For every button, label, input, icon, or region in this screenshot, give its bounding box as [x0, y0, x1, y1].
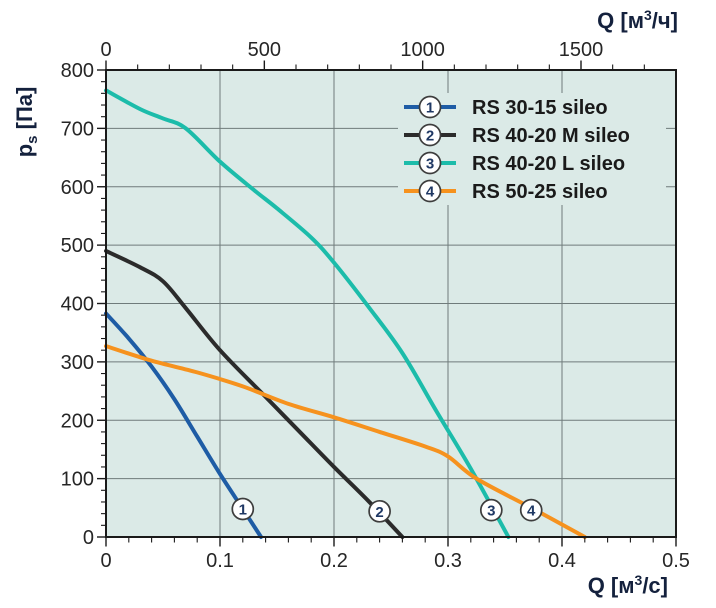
- legend-item-rs-40-20-l-sileo: 3 RS 40-20 L sileo: [404, 151, 625, 175]
- legend-item-rs-40-20-m-sileo: 2 RS 40-20 M sileo: [404, 123, 630, 147]
- x-bottom-tick-label: 0.1: [206, 550, 234, 572]
- curve-rs-50-25-sileo: [104, 344, 587, 539]
- y-axis-label: ps [Па]: [12, 87, 41, 158]
- legend-key-number: 2: [426, 128, 434, 145]
- curve-rs-40-20-l-sileo: [104, 88, 511, 539]
- curve-marker-1-number: 1: [239, 501, 247, 518]
- legend-key-circle: [418, 151, 442, 175]
- y-tick-label: 300: [61, 352, 94, 374]
- legend-label: RS 30-15 sileo: [472, 97, 608, 119]
- legend-key-circle: [418, 123, 442, 147]
- x-bottom-axis-label: Q [м3/с]: [588, 572, 668, 598]
- legend-key-number: 4: [426, 184, 435, 201]
- legend-label: RS 40-20 L sileo: [472, 153, 625, 175]
- y-tick-label: 500: [61, 235, 94, 257]
- y-tick-label: 400: [61, 294, 94, 316]
- curve-marker-4-circle: [519, 498, 543, 522]
- x-bottom-tick-label: 0.5: [662, 550, 690, 572]
- legend: 1 RS 30-15 sileo 2 RS 40-20 M sileo 3 RS 40-2…: [404, 95, 630, 203]
- legend-item-rs-30-15-sileo: 1 RS 30-15 sileo: [404, 95, 608, 119]
- curve-marker-1-circle: [231, 497, 255, 521]
- y-tick-label: 600: [61, 177, 94, 199]
- curve-marker-2-circle: [368, 499, 391, 523]
- legend-label: RS 40-20 M sileo: [472, 125, 630, 147]
- legend-key-circle: [418, 95, 442, 119]
- legend-key-circle: [418, 179, 442, 203]
- y-tick-label: 200: [61, 410, 94, 432]
- x-top-tick-label: 0: [100, 39, 111, 61]
- legend-key-number: 3: [426, 156, 434, 173]
- curve-rs-40-20-m-sileo: [104, 248, 405, 539]
- x-bottom-tick-label: 0.2: [320, 550, 348, 572]
- y-tick-label: 0: [83, 527, 94, 549]
- x-bottom-tick-label: 0.3: [434, 550, 462, 572]
- axis-unit-labels: Q [м3/ч] Q [м3/с] ps [Па]: [12, 7, 678, 598]
- curve-marker-4-number: 4: [527, 503, 536, 520]
- y-tick-label: 800: [61, 60, 94, 82]
- y-tick-label: 100: [61, 469, 94, 491]
- curve-markers: 1 2 3 4: [231, 497, 543, 523]
- x-bottom-tick-label: 0.4: [548, 550, 576, 572]
- x-bottom-tick-label: 0: [100, 550, 111, 572]
- x-top-axis-label: Q [м3/ч]: [597, 7, 678, 33]
- curve-marker-3-number: 3: [487, 503, 495, 520]
- axis-ticks: [97, 60, 677, 547]
- x-top-tick-label: 1000: [400, 39, 445, 61]
- x-top-tick-label: 1500: [559, 39, 604, 61]
- y-tick-label: 700: [61, 118, 94, 140]
- curve-marker-3-circle: [479, 498, 503, 522]
- tick-labels: 0 100 200 300 400 500 600 700 800 0 0.1 0.2 0.3 0.4 0.…: [61, 39, 690, 572]
- x-top-tick-label: 500: [248, 39, 281, 61]
- legend-item-rs-50-25-sileo: 4 RS 50-25 sileo: [404, 179, 608, 203]
- curve-marker-2-number: 2: [375, 504, 383, 521]
- legend-label: RS 50-25 sileo: [472, 181, 608, 203]
- legend-key-number: 1: [426, 100, 434, 117]
